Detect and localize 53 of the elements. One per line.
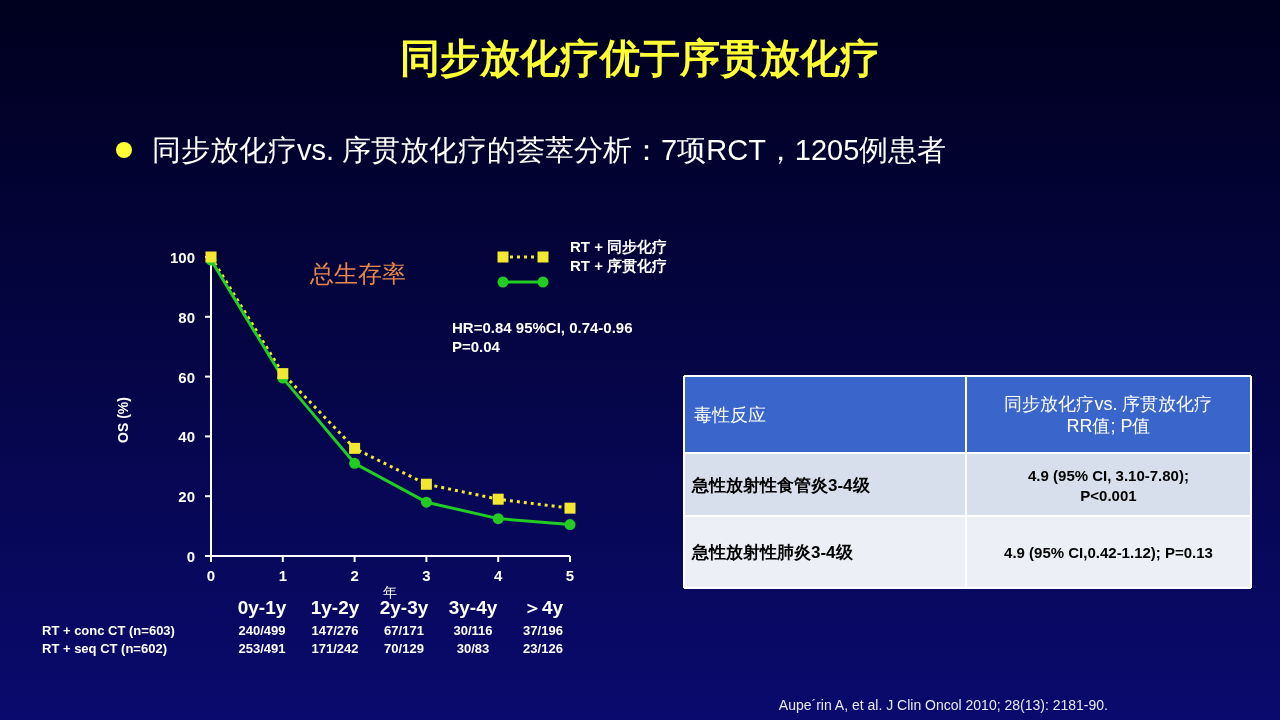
text: Aupe´rin A, et al. J Clin Oncol 2010; 28(13): 2181-90. bbox=[778, 697, 1108, 713]
y-tick-label: 20 bbox=[178, 488, 195, 506]
category-label: 急性放射性食管炎3-4级 bbox=[692, 475, 870, 495]
text: 23/126 bbox=[523, 641, 563, 656]
point bbox=[564, 502, 576, 514]
annotation: HR=0.84 95%CI, 0.74-0.96 P=0.04 bbox=[452, 319, 633, 355]
legend-label: RT + 同步化疗 bbox=[570, 238, 668, 255]
x-tick-label: 4 bbox=[494, 567, 504, 584]
text: 70/129 bbox=[384, 641, 424, 656]
y-tick-label: 80 bbox=[178, 308, 195, 326]
category-label: 同步放化疗vs. 序贯放化疗 RR值; P值 bbox=[1004, 393, 1213, 436]
text: 37/196 bbox=[523, 623, 563, 638]
point bbox=[349, 442, 361, 454]
category-label: 2y-3y bbox=[379, 597, 429, 618]
y-tick-label: 40 bbox=[178, 428, 195, 446]
category-label: RT + seq CT (n=602) bbox=[42, 641, 167, 656]
text: 同步放化疗vs. 序贯放化疗的荟萃分析：7项RCT，1205例患者 bbox=[152, 134, 947, 166]
point bbox=[420, 496, 432, 508]
category-label: ＞4y bbox=[522, 597, 564, 618]
y-tick-label: 0 bbox=[186, 548, 195, 565]
text: 4.9 (95% CI,0.42-1.12); P=0.13 bbox=[1004, 544, 1213, 561]
text: 30/116 bbox=[453, 623, 493, 638]
category-label: 1y-2y bbox=[310, 597, 360, 618]
x-axis-title: 年 bbox=[383, 584, 397, 600]
x-tick-label: 1 bbox=[278, 567, 287, 584]
point bbox=[349, 457, 361, 469]
text: 171/242 bbox=[311, 641, 359, 656]
category-label: 毒性反应 bbox=[694, 404, 766, 425]
x-tick-label: 5 bbox=[565, 567, 575, 584]
legend: RT + 同步化疗 RT + 序贯化疗 bbox=[497, 238, 668, 288]
y-tick-label: 60 bbox=[178, 368, 195, 386]
text: 240/499 bbox=[238, 623, 286, 638]
point bbox=[277, 368, 289, 380]
point bbox=[420, 478, 432, 490]
text: 30/83 bbox=[456, 641, 490, 656]
y-tick-label: 100 bbox=[169, 249, 195, 266]
point bbox=[492, 513, 504, 525]
point bbox=[492, 493, 504, 505]
category-label: 急性放射性肺炎3-4级 bbox=[692, 543, 853, 562]
chart-title: 总生存率 bbox=[309, 260, 406, 287]
category-label: 3y-4y bbox=[448, 597, 498, 618]
category-label: RT + conc CT (n=603) bbox=[42, 623, 175, 638]
x-tick-label: 2 bbox=[350, 567, 359, 584]
point bbox=[564, 519, 576, 531]
x-tick-label: 0 bbox=[206, 567, 216, 584]
text: 4.9 (95% CI, 3.10-7.80); P<0.001 bbox=[1028, 466, 1189, 504]
text: 同步放化疗优于序贯放化疗 bbox=[400, 36, 880, 80]
text: 67/171 bbox=[384, 623, 424, 638]
category-label: 0y-1y bbox=[237, 597, 287, 618]
text: 253/491 bbox=[238, 641, 286, 656]
y-axis-title: OS (%) bbox=[115, 397, 131, 443]
text: 147/276 bbox=[311, 623, 359, 638]
x-tick-label: 3 bbox=[422, 567, 431, 584]
